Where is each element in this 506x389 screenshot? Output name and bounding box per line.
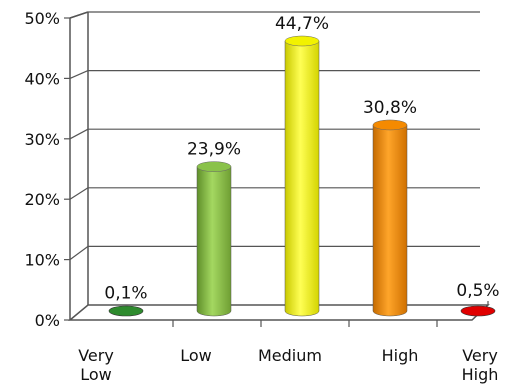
x-category-label: Medium [258,346,322,365]
data-label: 0,5% [456,281,499,301]
gridlines [69,11,480,261]
x-category-label: High [382,346,419,365]
bar-disc [460,305,496,317]
data-label: 30,8% [363,98,417,118]
bar-medium [284,35,320,317]
bar-top [372,119,408,131]
gridline-diagonal [69,187,89,200]
gridline-diagonal [69,70,89,79]
bar-top [284,35,320,47]
bar-very-low [108,305,144,317]
bar-low [196,161,232,317]
chart-frame [69,11,89,320]
gridline-diagonal [69,245,89,261]
chart-floor [67,301,490,327]
x-category-label: Very High [462,346,499,384]
bars [108,35,496,317]
x-category-label: Low [180,346,212,365]
y-axis-ticks: 0% 10% 20% 30% 40% 50% [24,9,70,330]
y-tick-label: 20% [24,190,60,209]
bar-top [196,161,232,172]
data-labels: 0,1% 23,9% 44,7% 30,8% 0,5% [104,14,499,303]
bar-very-high [460,305,496,317]
data-label: 0,1% [104,283,147,303]
data-label: 44,7% [275,14,329,34]
bar-body [196,166,232,317]
bar-disc [108,305,144,317]
bar-high [372,119,408,317]
x-axis-categories: Very Low Low Medium High Very High [78,346,498,384]
y-tick-label: 40% [24,69,60,88]
data-label: 23,9% [187,140,241,160]
y-tick-label: 30% [24,130,60,149]
gridline-diagonal [69,11,89,19]
bar-body [372,124,408,317]
y-tick-label: 0% [35,311,60,330]
x-category-label: Very Low [78,346,114,384]
y-tick-label: 10% [24,251,60,270]
gridline-diagonal [69,128,89,140]
bar-body [284,40,320,317]
y-tick-label: 50% [24,9,60,28]
